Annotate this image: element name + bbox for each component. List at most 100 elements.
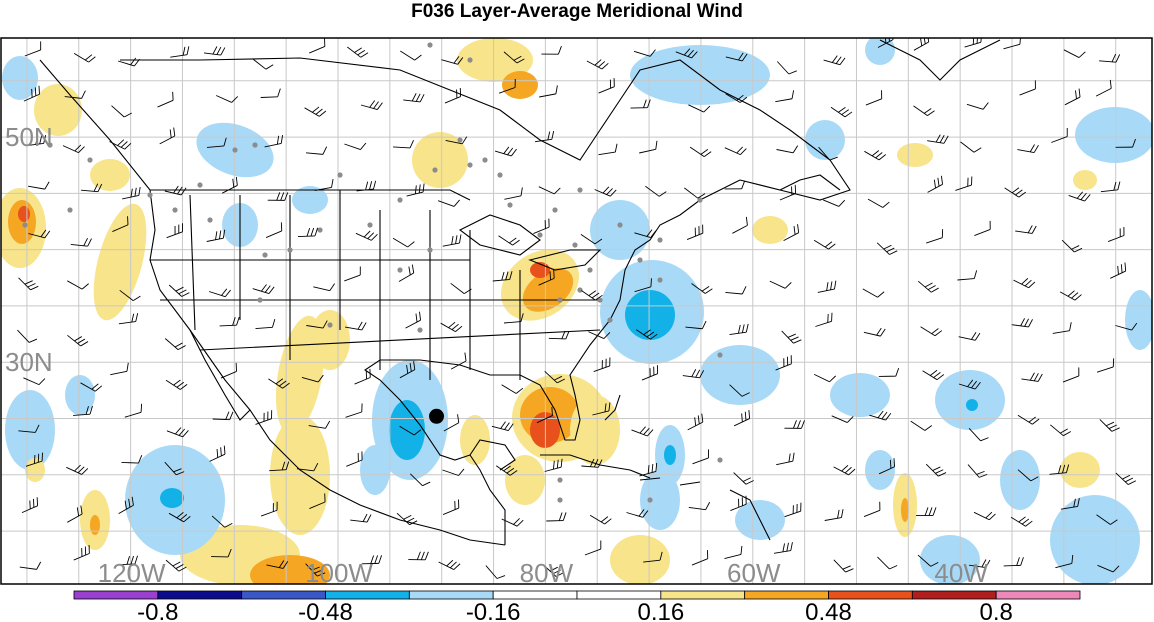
wind-barb [968,427,989,442]
wind-barb [639,140,658,154]
wind-barb [260,88,281,98]
observation-dot [327,322,333,328]
wind-barb [584,540,602,556]
wind-barb [28,181,50,190]
wind-barb [17,329,38,343]
wind-barb [268,378,290,389]
storm-center-marker [429,408,445,424]
wind-barb [533,218,550,235]
observation-dot [637,257,643,263]
wind-barbs [17,38,1138,579]
wind-barb [541,46,562,55]
observation-dot [287,247,293,253]
wind-barb [641,365,659,381]
wind-barb [308,420,331,429]
wind-barb [206,229,226,242]
wind-barb [1003,557,1024,567]
wind-barb [814,373,837,383]
wind-barb [212,411,234,421]
wind-barb [221,176,238,194]
wind-barb [725,286,747,295]
wind-barb [121,455,143,464]
wind-barb [503,313,524,324]
wind-barb [164,461,185,476]
colorbar-tick-label: 0.16 [637,599,684,622]
wind-barb [675,48,698,59]
wind-barb [26,135,47,147]
wind-barb [1062,367,1080,383]
wind-barb [441,56,464,65]
wind-barb [588,331,611,339]
wind-barb [776,145,799,154]
observation-dot [397,197,403,203]
observation-dot [482,157,488,163]
colorbar-segment [325,590,410,600]
wind-barb [867,198,890,208]
wind-barb [1099,53,1121,63]
wind-barb [346,451,363,467]
observation-dot [572,242,578,248]
wind-barb [361,555,383,565]
observation-dot [232,147,238,153]
wind-barb [769,280,792,289]
wind-barb [62,144,85,154]
wind-barb [725,52,748,62]
wind-barb [1064,88,1081,106]
observation-dot [697,197,703,203]
wind-barb [309,38,326,54]
wind-barb [689,146,712,157]
wind-barb [498,235,520,246]
wind-barb [110,362,129,376]
land-outline [540,454,651,479]
wind-barb [67,505,83,523]
wind-barb [1063,49,1086,58]
wind-barb [1010,516,1033,527]
wind-barb [220,362,237,379]
wind-barb [396,512,418,526]
wind-barb [1003,38,1022,50]
wind-barb [80,382,103,392]
wind-barb [399,361,416,379]
wind-barb [1055,554,1074,569]
wind-barb [724,545,743,560]
wind-barb [784,502,802,518]
chart-title: F036 Layer-Average Meridional Wind [411,1,743,22]
observation-dot [337,172,343,178]
wind-barb [958,332,981,341]
wind-barb [586,59,609,70]
wind-barb [913,38,930,51]
wind-barb [1013,278,1036,289]
observation-dot [507,202,513,208]
wind-barb [1004,187,1026,198]
observation-dot [552,207,558,213]
wind-barb [833,465,856,476]
colorbar-tick-label: -0.48 [298,599,353,622]
wind-barb [297,227,319,238]
observation-dot [417,327,423,333]
wind-barb [305,563,326,577]
wind-barb [450,282,472,294]
wind-barb [313,283,335,292]
wind-barb [301,374,324,383]
wind-barb [398,264,415,282]
wind-barb [111,105,132,118]
land-outline [150,189,471,201]
wind-barb [966,102,989,110]
colorbar-segment [492,590,578,600]
wind-barb [442,234,462,247]
wind-barb [164,338,186,351]
observation-dot [427,42,433,48]
observation-dot [87,157,93,163]
colorbar-tick-label: 0.8 [979,599,1012,622]
wind-barb [23,85,40,102]
wind-barb [955,176,973,191]
observation-dot [537,232,543,238]
wind-barb [957,270,978,281]
wind-barb [392,237,415,248]
wind-barb [255,318,276,330]
observation-dot [557,497,563,503]
wind-barb [206,137,227,148]
observation-dot [427,247,433,253]
wind-barb [296,462,319,472]
wind-barb [630,99,651,109]
